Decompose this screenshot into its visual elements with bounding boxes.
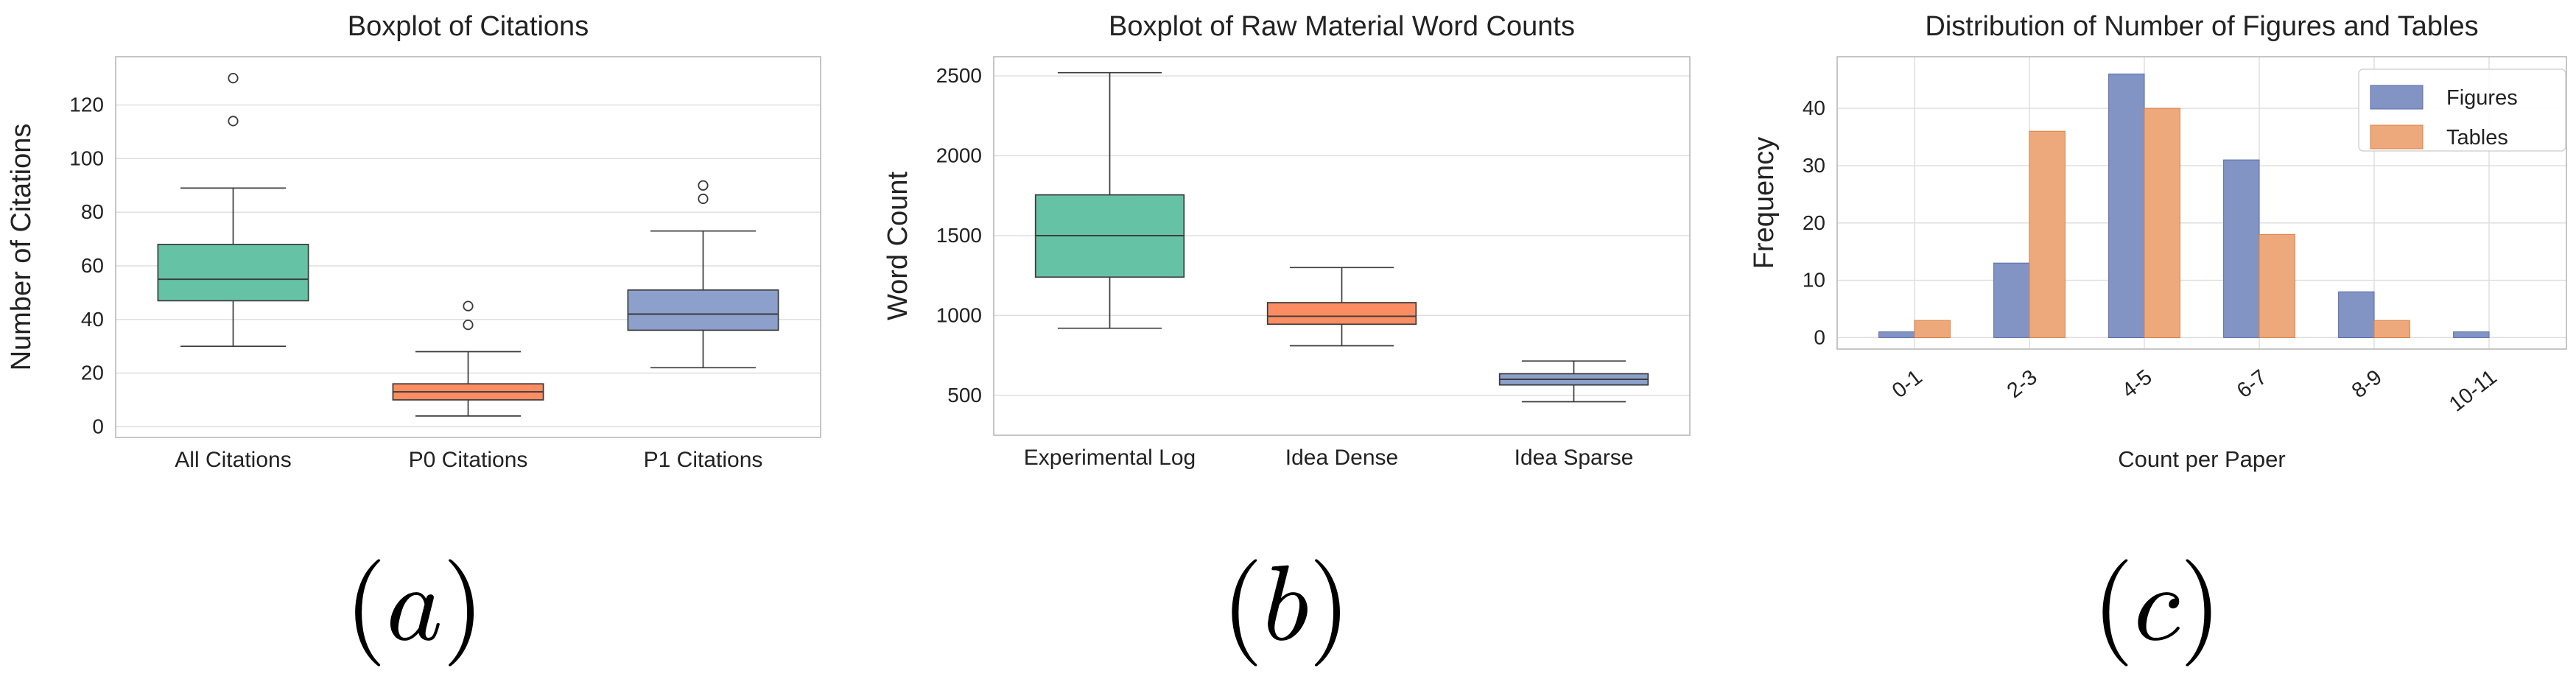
svg-text:Idea Dense: Idea Dense [1285,446,1398,470]
svg-text:Boxplot of Citations: Boxplot of Citations [348,11,589,42]
svg-text:30: 30 [1803,154,1825,177]
svg-text:40: 40 [81,308,104,331]
svg-text:Boxplot of Raw Material Word C: Boxplot of Raw Material Word Counts [1109,11,1575,42]
svg-text:2500: 2500 [936,64,982,87]
svg-text:Number of Citations: Number of Citations [6,124,37,371]
svg-text:2000: 2000 [936,144,982,166]
svg-text:80: 80 [81,200,104,223]
svg-text:10: 10 [1803,269,1825,292]
svg-text:Frequency: Frequency [1749,137,1780,270]
svg-text:40: 40 [1803,96,1825,119]
svg-text:Distribution of Number of Figu: Distribution of Number of Figures and Ta… [1925,11,2478,42]
svg-text:Tables: Tables [2446,126,2508,149]
svg-text:Word Count: Word Count [882,172,913,321]
svg-text:Experimental Log: Experimental Log [1024,446,1196,470]
svg-text:20: 20 [81,362,104,384]
svg-text:60: 60 [81,254,104,277]
svg-text:1500: 1500 [936,224,982,247]
svg-text:20: 20 [1803,211,1825,234]
svg-text:1000: 1000 [936,303,982,326]
svg-text:Figures: Figures [2446,86,2518,110]
svg-text:120: 120 [69,94,104,116]
svg-text:0: 0 [92,415,104,437]
svg-text:Idea Sparse: Idea Sparse [1515,446,1634,470]
svg-text:100: 100 [69,147,104,169]
svg-text:P1 Citations: P1 Citations [644,448,763,472]
svg-text:Count per Paper: Count per Paper [2118,446,2285,472]
svg-text:All Citations: All Citations [175,448,291,472]
svg-text:P0 Citations: P0 Citations [409,448,528,472]
svg-text:0: 0 [1814,326,1825,348]
svg-text:500: 500 [947,384,982,407]
